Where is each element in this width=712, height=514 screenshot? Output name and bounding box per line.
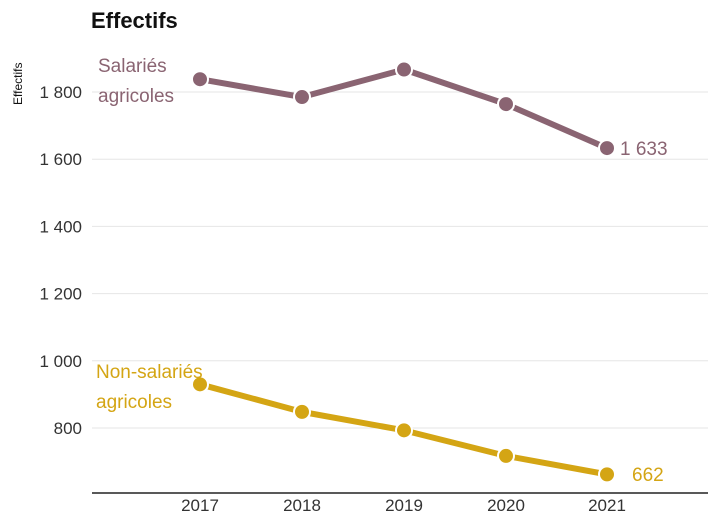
data-point	[598, 465, 616, 484]
series-1: Non-salariés agricoles 662	[96, 362, 664, 486]
series-0: Salariés agricoles 1 633	[98, 56, 668, 160]
end-value-label: 662	[632, 465, 664, 486]
end-value-label: 1 633	[620, 139, 668, 160]
data-point	[497, 95, 515, 114]
data-point	[293, 402, 311, 421]
data-point	[395, 60, 413, 79]
data-point	[395, 421, 413, 440]
x-tick-label: 2021	[588, 496, 626, 514]
x-tick-label: 2019	[385, 496, 423, 514]
x-tick-labels: 2017 2018 2019 2020 2021	[181, 496, 626, 514]
grid-lines	[92, 91, 708, 429]
data-point	[497, 446, 515, 465]
series-name-label: agricoles	[98, 86, 174, 107]
series-name-label: Salariés	[98, 56, 167, 77]
series-layer: Salariés agricoles 1 633 Non-salariés agrico…	[96, 56, 668, 486]
y-tick-labels: 800 1 000 1 200 1 400 1 600 1 800	[39, 83, 82, 438]
x-tick-label: 2020	[487, 496, 525, 514]
series-line	[197, 66, 610, 152]
data-point	[293, 88, 311, 107]
y-axis-label: Effectifs	[11, 63, 25, 105]
y-tick-label: 1 800	[39, 83, 82, 102]
series-name-label: agricoles	[96, 392, 172, 413]
y-tick-label: 1 600	[39, 150, 82, 169]
y-tick-label: 1 200	[39, 285, 82, 304]
series-name-label: Non-salariés	[96, 362, 203, 383]
y-tick-label: 1 400	[39, 217, 82, 236]
y-tick-label: 800	[54, 419, 82, 438]
x-tick-label: 2018	[283, 496, 321, 514]
y-tick-label: 1 000	[39, 352, 82, 371]
data-point	[191, 375, 209, 394]
chart-title: Effectifs	[91, 8, 178, 33]
data-point	[598, 139, 616, 158]
x-tick-label: 2017	[181, 496, 219, 514]
data-point	[191, 70, 209, 89]
